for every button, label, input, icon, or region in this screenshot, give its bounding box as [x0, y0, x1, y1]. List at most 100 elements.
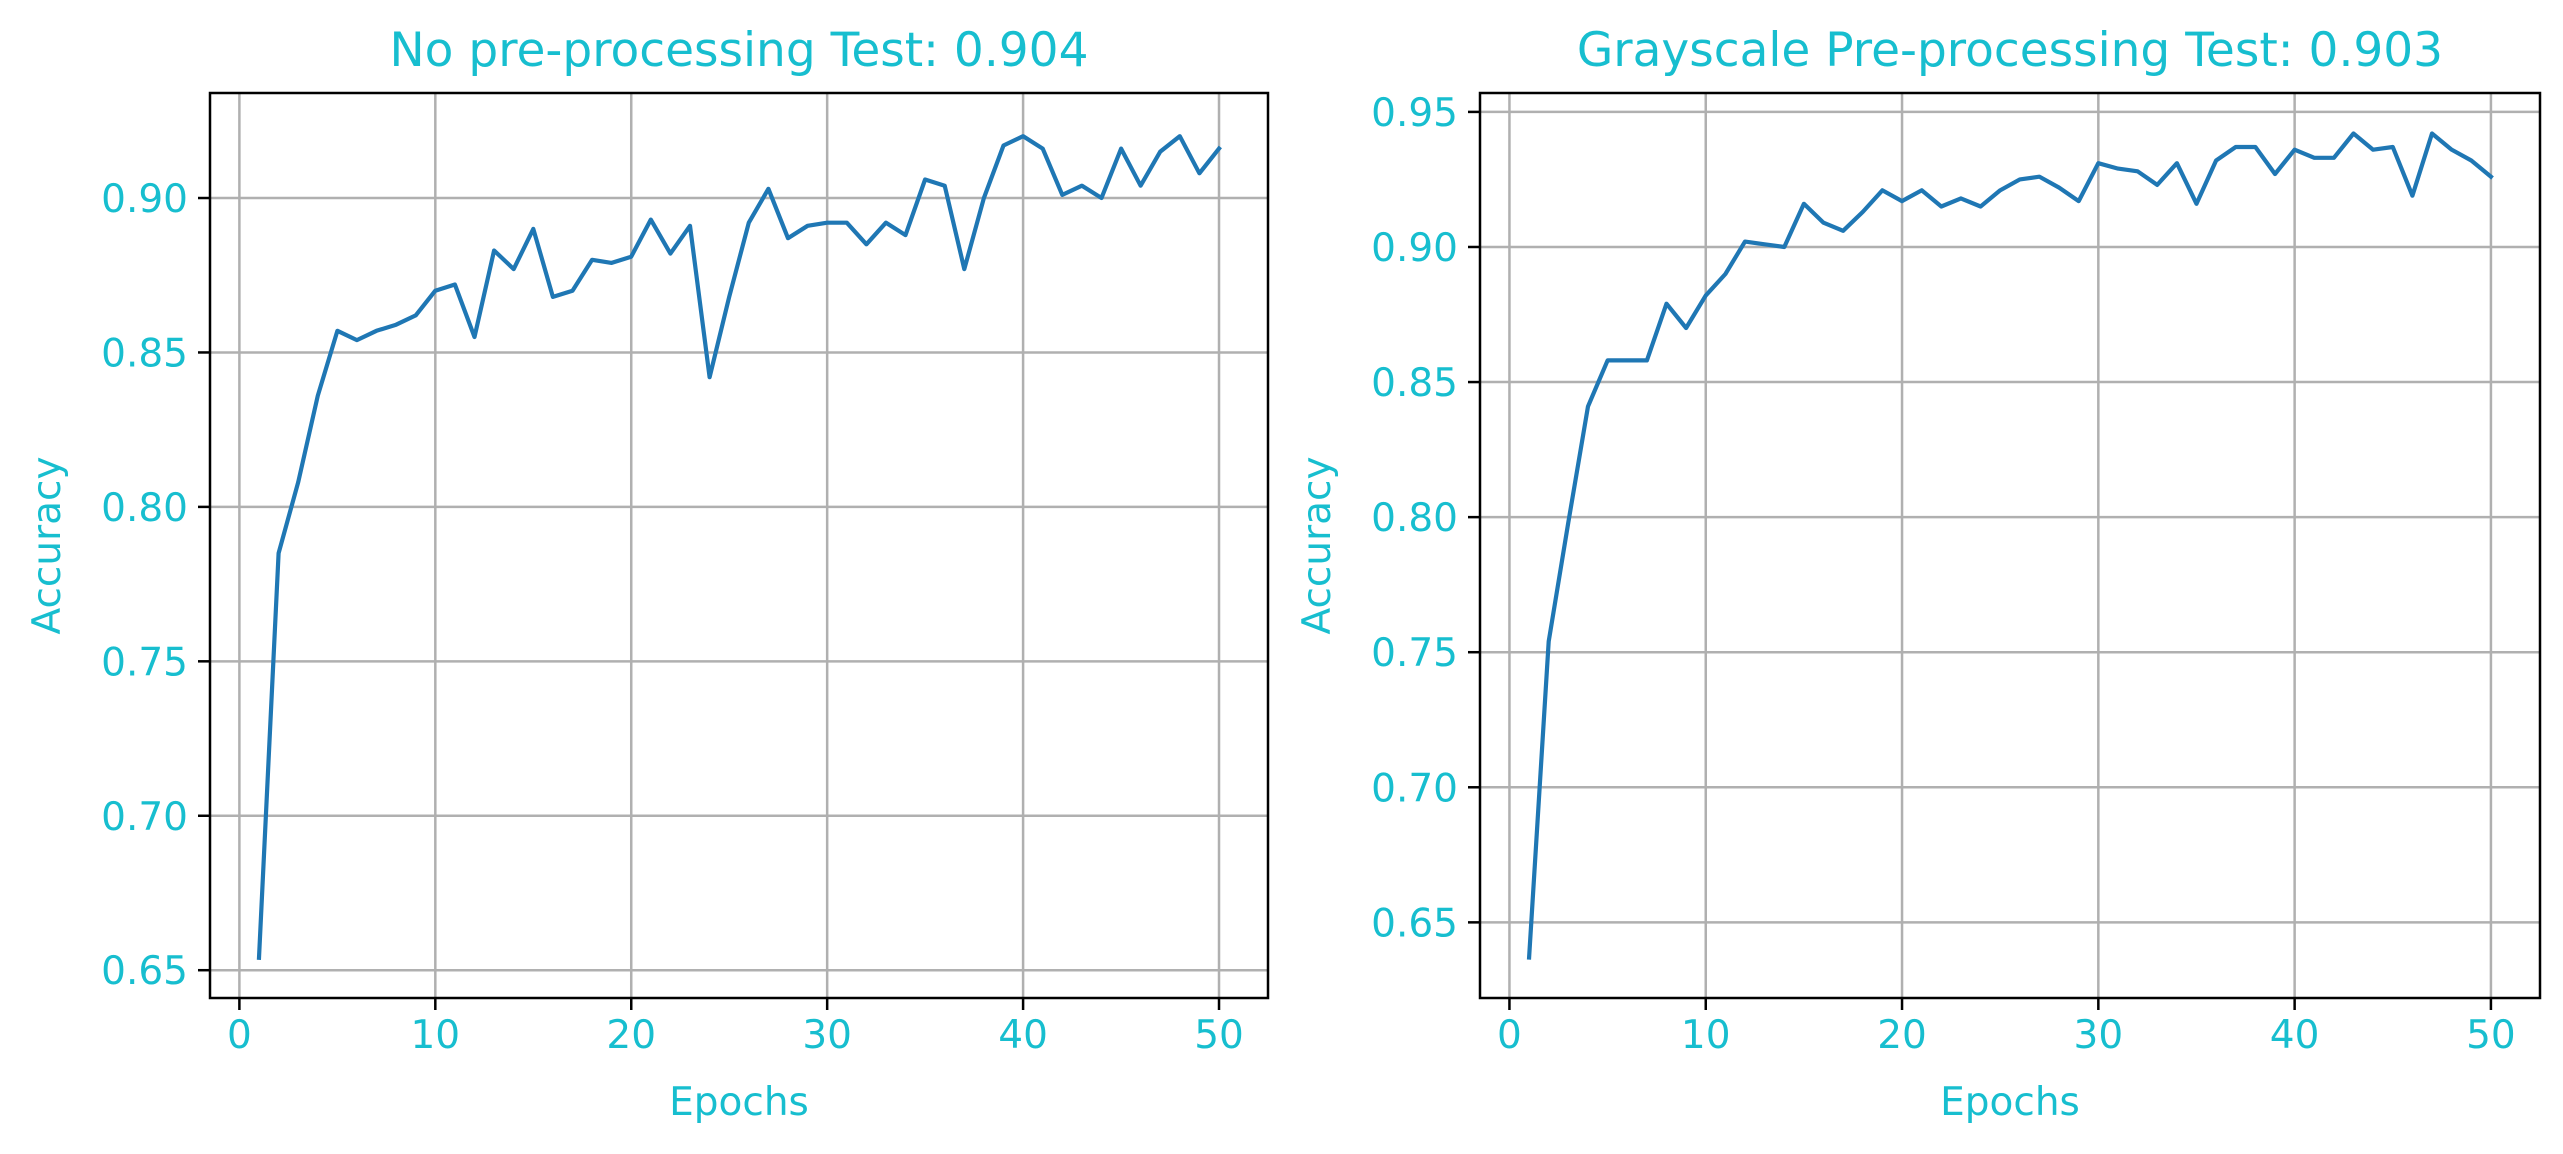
- data-point: [2489, 175, 2493, 179]
- data-point: [551, 295, 555, 299]
- axes-frame: [1478, 91, 2542, 1000]
- y-tick-label: 0.90: [101, 177, 188, 222]
- plot-area: [256, 134, 1222, 960]
- data-point: [982, 196, 986, 200]
- tick-labels: 0 10 20 30 40 50 0.65 0.70 0.75 0.80 0.85 0.90 0.95: [1371, 91, 2516, 1058]
- data-point: [1178, 134, 1182, 138]
- chart-no-preprocessing: 0 10 20 30 40 50 0.65 0.70 0.75 0.80 0.85 0.90 No p…: [25, 23, 1270, 1125]
- y-tick-label: 0.65: [1371, 901, 1458, 946]
- data-point: [1704, 294, 1708, 298]
- data-point: [1645, 358, 1649, 362]
- data-point: [825, 221, 829, 225]
- data-point: [433, 289, 437, 293]
- data-point: [1080, 184, 1084, 188]
- data-point: [943, 184, 947, 188]
- data-point: [316, 394, 320, 398]
- data-point: [355, 338, 359, 342]
- data-point: [1900, 199, 1904, 203]
- tick-labels: 0 10 20 30 40 50 0.65 0.70 0.75 0.80 0.85 0.90: [101, 177, 1244, 1058]
- y-tick-label: 0.85: [101, 331, 188, 376]
- data-point: [2018, 177, 2022, 181]
- x-tick-label: 0: [1497, 1013, 1522, 1058]
- data-point: [1841, 229, 1845, 233]
- x-tick-label: 50: [1194, 1013, 1244, 1058]
- x-axis-label: Epochs: [1940, 1080, 2080, 1125]
- x-tick-label: 40: [998, 1013, 1048, 1058]
- chart-title: No pre-processing Test: 0.904: [390, 23, 1089, 78]
- data-point: [2116, 167, 2120, 171]
- y-tick-label: 0.70: [101, 795, 188, 840]
- data-point: [1743, 240, 1747, 244]
- data-point: [257, 956, 261, 960]
- data-point: [845, 221, 849, 225]
- data-point: [2077, 199, 2081, 203]
- x-tick-label: 10: [410, 1013, 460, 1058]
- data-point: [2352, 132, 2356, 136]
- data-point: [1547, 639, 1551, 643]
- data-point: [2312, 156, 2316, 160]
- data-point: [2136, 169, 2140, 173]
- data-point: [610, 261, 614, 265]
- data-point: [512, 267, 516, 271]
- axes-frame: [208, 91, 1270, 1000]
- grid: [1480, 93, 2540, 998]
- data-point: [1979, 205, 1983, 209]
- data-point: [1021, 134, 1025, 138]
- data-point: [904, 233, 908, 237]
- data-point: [1527, 956, 1531, 960]
- x-tick-label: 50: [2466, 1013, 2516, 1058]
- grid: [210, 93, 1268, 998]
- data-point: [2253, 145, 2257, 149]
- data-point: [806, 224, 810, 228]
- data-point: [571, 289, 575, 293]
- data-point: [2332, 156, 2336, 160]
- data-point: [1002, 144, 1006, 148]
- data-point: [2430, 132, 2434, 136]
- data-point: [864, 242, 868, 246]
- x-tick-label: 20: [1877, 1013, 1927, 1058]
- data-point: [1606, 358, 1610, 362]
- plot-area: [1526, 131, 2494, 960]
- y-tick-label: 0.95: [1371, 91, 1458, 136]
- data-point: [1861, 210, 1865, 214]
- data-point: [1100, 196, 1104, 200]
- data-point: [786, 236, 790, 240]
- x-tick-label: 40: [2270, 1013, 2320, 1058]
- data-point: [277, 551, 281, 555]
- data-point: [1802, 202, 1806, 206]
- y-axis-label: Accuracy: [1295, 456, 1340, 634]
- data-point: [1939, 205, 1943, 209]
- data-point: [492, 249, 496, 253]
- data-point: [1586, 404, 1590, 408]
- series-line: [1526, 131, 2494, 960]
- y-tick-label: 0.80: [101, 486, 188, 531]
- y-tick-label: 0.75: [1371, 631, 1458, 676]
- data-point: [884, 221, 888, 225]
- data-point: [923, 178, 927, 182]
- x-tick-label: 20: [606, 1013, 656, 1058]
- data-point: [531, 227, 535, 231]
- data-point: [1763, 242, 1767, 246]
- y-tick-label: 0.75: [101, 640, 188, 685]
- data-point: [2273, 172, 2277, 176]
- data-point: [2410, 194, 2414, 198]
- data-point: [2155, 183, 2159, 187]
- data-point: [649, 218, 653, 222]
- y-tick-label: 0.85: [1371, 361, 1458, 406]
- x-axis-label: Epochs: [669, 1080, 809, 1125]
- data-point: [2450, 148, 2454, 152]
- data-point: [2195, 202, 2199, 206]
- data-point: [727, 295, 731, 299]
- data-point: [375, 329, 379, 333]
- data-point: [335, 329, 339, 333]
- data-point: [1197, 171, 1201, 175]
- series-line: [256, 134, 1222, 960]
- chart-grayscale-preprocessing: 0 10 20 30 40 500.650.700.750.800.850.900.95 …: [1295, 23, 2542, 1125]
- data-point: [2175, 161, 2179, 165]
- data-point: [1684, 326, 1688, 330]
- y-tick-label: 0.90: [1371, 226, 1458, 271]
- x-tick-label: 0: [227, 1013, 252, 1058]
- y-tick-label: 0.65: [101, 949, 188, 994]
- y-axis-label: Accuracy: [25, 456, 70, 634]
